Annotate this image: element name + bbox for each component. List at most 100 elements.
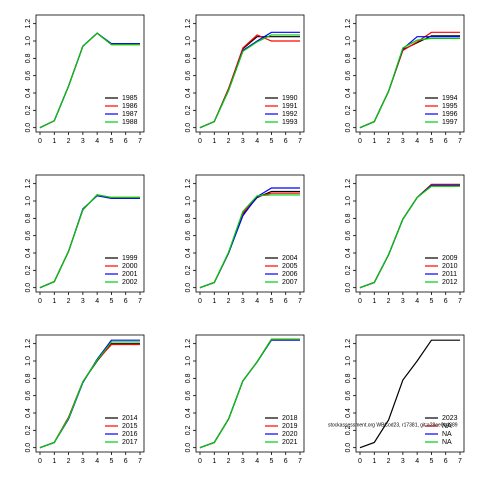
y-tick-label: 0.6	[345, 391, 352, 401]
x-tick-label: 2	[67, 458, 71, 465]
y-tick-label: 1.0	[25, 36, 32, 46]
x-tick-label: 1	[212, 298, 216, 305]
y-tick-label: 0.0	[345, 123, 352, 133]
legend-label: 1991	[282, 103, 298, 110]
legend-label: 1994	[442, 95, 458, 102]
plot-frame	[355, 14, 465, 133]
x-tick-label: 5	[429, 458, 433, 465]
y-tick-label: 1.2	[345, 339, 352, 349]
x-tick-label: 0	[38, 298, 42, 305]
x-tick-label: 1	[52, 458, 56, 465]
y-tick-label: 0.4	[185, 408, 192, 418]
y-tick-label: 0.4	[185, 88, 192, 98]
legend-label: 2016	[122, 431, 138, 438]
y-tick-label: 0.6	[25, 71, 32, 81]
legend-label: 2018	[282, 415, 298, 422]
y-tick-label: 1.0	[345, 196, 352, 206]
y-tick-label: 1.2	[185, 19, 192, 29]
x-tick-label: 7	[298, 458, 302, 465]
x-tick-label: 5	[109, 138, 113, 145]
x-tick-label: 3	[241, 458, 245, 465]
y-tick-label: 1.2	[345, 179, 352, 189]
x-tick-label: 1	[372, 298, 376, 305]
x-tick-label: 4	[415, 138, 419, 145]
legend-label: 2009	[442, 255, 458, 262]
legend-label: 1997	[442, 119, 458, 126]
y-tick-label: 0.8	[345, 373, 352, 383]
plot-frame	[355, 174, 465, 293]
y-tick-label: 0.4	[345, 408, 352, 418]
x-tick-label: 7	[458, 298, 462, 305]
x-tick-label: 5	[269, 138, 273, 145]
y-tick-label: 1.0	[185, 196, 192, 206]
y-tick-label: 0.2	[345, 265, 352, 275]
x-tick-label: 4	[255, 298, 259, 305]
x-tick-label: 0	[38, 138, 42, 145]
y-tick-label: 0.6	[25, 231, 32, 241]
x-tick-label: 2	[67, 138, 71, 145]
x-tick-label: 2	[227, 298, 231, 305]
y-tick-label: 1.0	[345, 356, 352, 366]
x-tick-label: 6	[284, 458, 288, 465]
x-tick-label: 4	[255, 138, 259, 145]
x-tick-label: 0	[198, 138, 202, 145]
x-tick-label: 4	[95, 298, 99, 305]
x-tick-label: 5	[429, 138, 433, 145]
x-tick-label: 7	[138, 458, 142, 465]
x-tick-label: 6	[444, 138, 448, 145]
x-tick-label: 1	[212, 138, 216, 145]
y-tick-label: 0.8	[185, 53, 192, 63]
x-tick-label: 2	[67, 298, 71, 305]
x-tick-label: 4	[95, 138, 99, 145]
series-line	[359, 339, 460, 449]
series-line	[199, 194, 300, 289]
x-tick-label: 7	[138, 138, 142, 145]
y-tick-label: 1.0	[25, 196, 32, 206]
x-tick-label: 3	[81, 458, 85, 465]
x-tick-label: 7	[298, 138, 302, 145]
y-tick-label: 1.0	[345, 36, 352, 46]
x-tick-label: 5	[429, 298, 433, 305]
x-tick-label: 2	[387, 458, 391, 465]
plot-frame	[355, 334, 465, 453]
y-tick-label: 1.2	[25, 179, 32, 189]
plot-frame	[35, 14, 145, 133]
legend-label: NA	[442, 431, 452, 438]
x-tick-label: 0	[198, 458, 202, 465]
plot-frame	[195, 334, 305, 453]
x-tick-label: 6	[124, 138, 128, 145]
legend-label: NA	[442, 439, 452, 446]
y-tick-label: 0.6	[185, 231, 192, 241]
plot-frame	[35, 174, 145, 293]
legend-label: 2011	[442, 271, 457, 278]
y-tick-label: 1.0	[25, 356, 32, 366]
y-tick-label: 0.6	[185, 71, 192, 81]
legend-label: NA	[442, 423, 452, 430]
x-tick-label: 1	[52, 138, 56, 145]
series-line	[39, 32, 140, 129]
y-tick-label: 0.4	[345, 88, 352, 98]
legend-label: 1993	[282, 119, 298, 126]
x-tick-label: 1	[52, 298, 56, 305]
legend-label: 1990	[282, 95, 298, 102]
x-tick-label: 1	[372, 138, 376, 145]
y-tick-label: 0.2	[25, 265, 32, 275]
legend-label: 1985	[122, 95, 138, 102]
x-tick-label: 3	[81, 298, 85, 305]
x-tick-label: 1	[212, 458, 216, 465]
y-tick-label: 0.0	[185, 283, 192, 293]
y-tick-label: 0.4	[185, 248, 192, 258]
x-tick-label: 7	[458, 458, 462, 465]
x-tick-label: 0	[38, 458, 42, 465]
x-tick-label: 6	[124, 298, 128, 305]
series-line	[199, 34, 300, 129]
y-tick-label: 0.4	[25, 408, 32, 418]
x-tick-label: 5	[109, 298, 113, 305]
y-tick-label: 0.6	[185, 391, 192, 401]
legend-label: 2019	[282, 423, 298, 430]
y-tick-label: 1.0	[185, 356, 192, 366]
legend-label: 2023	[442, 415, 458, 422]
y-tick-label: 0.8	[345, 53, 352, 63]
x-tick-label: 6	[444, 458, 448, 465]
